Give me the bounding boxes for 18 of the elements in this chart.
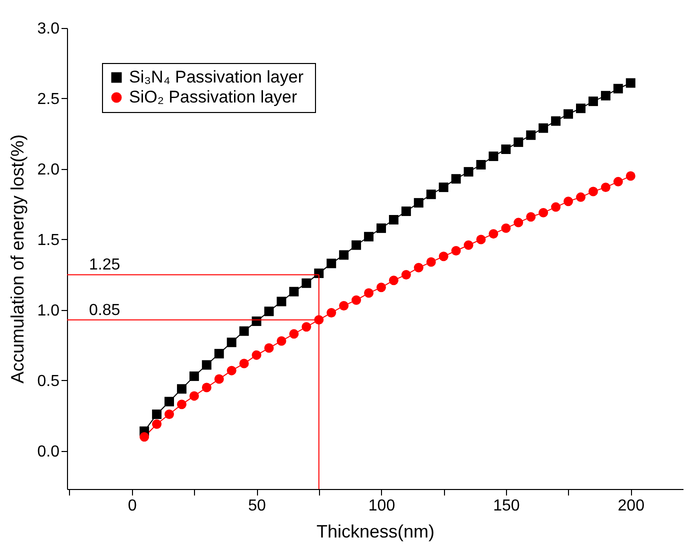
- ref-line-label: 1.25: [89, 256, 120, 274]
- y-tick-label: 1.5: [37, 232, 60, 249]
- y-tick-label: 2.5: [37, 90, 60, 108]
- x-tick-label: 50: [248, 498, 266, 514]
- x-tick-label: 0: [128, 498, 137, 514]
- y-tick-label: 0.0: [37, 443, 60, 460]
- x-tick-label: 200: [618, 498, 645, 514]
- x-axis-title: Thickness(nm): [316, 522, 435, 542]
- x-tick-label: 150: [493, 498, 520, 514]
- y-tick-label: 1.0: [37, 302, 60, 320]
- x-tick-label: 100: [368, 498, 396, 514]
- annotation: 0.85: [89, 302, 120, 319]
- y-tick-label: 0.5: [37, 372, 60, 390]
- y-tick-label: 2.0: [37, 161, 60, 178]
- y-tick-label: 3.0: [37, 20, 60, 38]
- legend-label: Si₃N₄ Passivation layer: [129, 68, 304, 86]
- y-axis-title: Accumulation of energy lost(%): [7, 134, 28, 384]
- legend-label: SiO₂ Passivation layer: [129, 88, 298, 106]
